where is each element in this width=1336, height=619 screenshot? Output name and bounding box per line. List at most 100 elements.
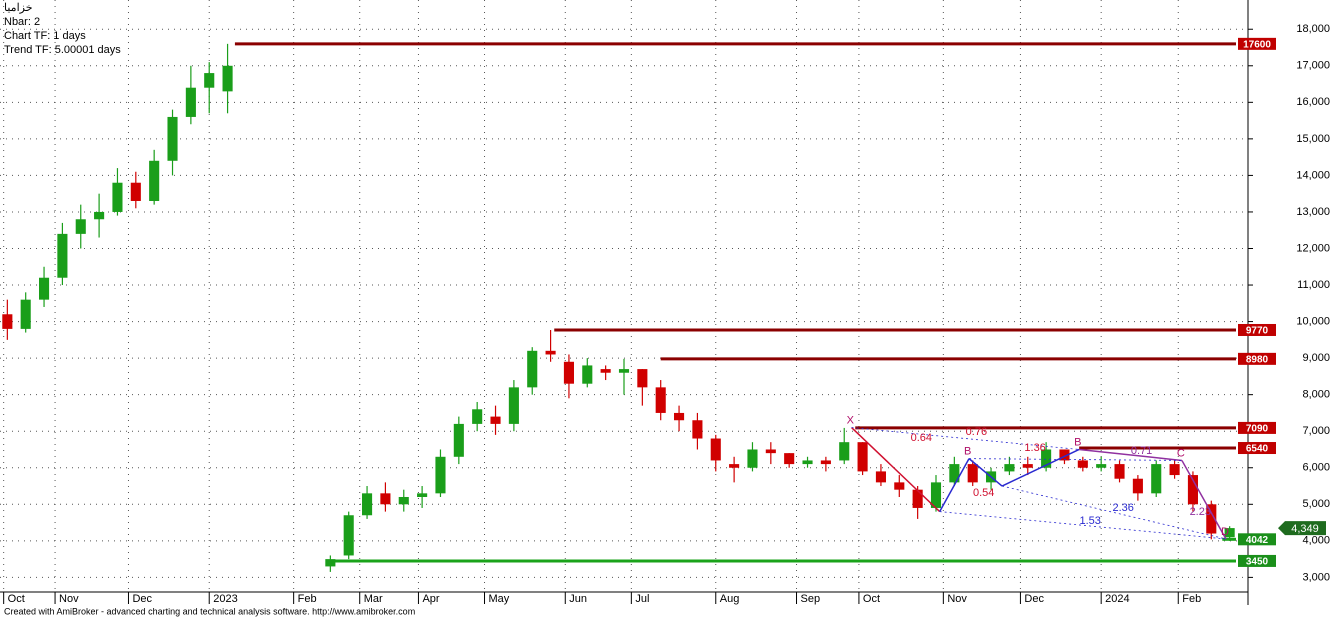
pattern-dotted: [1001, 485, 1227, 540]
candle-body: [655, 387, 666, 413]
x-tick-label: Apr: [422, 593, 439, 605]
candle-body: [1206, 504, 1217, 534]
pattern-dotted: [969, 458, 1182, 461]
x-tick-label: Dec: [132, 593, 152, 605]
y-tick-label: 6,000: [1302, 462, 1330, 474]
candle-body: [674, 412, 685, 421]
candle-body: [912, 489, 923, 508]
candle-body: [362, 493, 373, 516]
last-price-box: [1278, 521, 1326, 536]
candle-body: [1132, 478, 1143, 494]
candle-body: [167, 116, 178, 161]
ratio-label: 2.36: [1112, 502, 1133, 514]
x-tick-label: Nov: [59, 593, 79, 605]
pattern-point-label: X: [847, 414, 855, 426]
ratio-label: 1.53: [1079, 515, 1100, 527]
header-text: خزاميا: [4, 2, 33, 14]
header-text: Nbar: 2: [4, 16, 40, 28]
candle-body: [857, 442, 868, 472]
candle-body: [563, 361, 574, 384]
candle-body: [1114, 464, 1125, 479]
candle-body: [398, 496, 409, 505]
pattern-point-label: B: [964, 446, 971, 458]
level-label: 3450: [1246, 557, 1269, 568]
candle-body: [453, 423, 464, 457]
candle-body: [784, 453, 795, 465]
candle-body: [75, 219, 86, 234]
y-tick-label: 14,000: [1296, 169, 1330, 181]
candle-body: [112, 182, 123, 212]
header-text: Trend TF: 5.00001 days: [4, 44, 121, 56]
y-tick-label: 5,000: [1302, 498, 1330, 510]
ratio-label: 2.23: [1190, 506, 1211, 518]
candle-body: [710, 438, 721, 461]
level-label-box: [1238, 323, 1276, 336]
y-tick-label: 17,000: [1296, 60, 1330, 72]
candle-body: [20, 299, 31, 329]
y-tick-label: 3,000: [1302, 571, 1330, 583]
level-label: 17600: [1243, 39, 1271, 50]
y-tick-label: 9,000: [1302, 352, 1330, 364]
candle-body: [545, 350, 556, 355]
candle-body: [185, 87, 196, 117]
y-tick-label: 12,000: [1296, 242, 1330, 254]
x-tick-label: Oct: [8, 593, 25, 605]
candle-body: [729, 464, 740, 468]
candle-body: [967, 464, 978, 483]
y-tick-label: 4,000: [1302, 535, 1330, 547]
pattern-point-label: D: [1221, 526, 1229, 538]
candle-body: [435, 456, 446, 494]
candle-body: [39, 277, 50, 300]
candle-body: [949, 464, 960, 483]
x-tick-label: Jul: [635, 593, 649, 605]
x-tick-label: Oct: [863, 593, 880, 605]
pattern-line: [1181, 460, 1227, 540]
y-tick-label: 11,000: [1297, 279, 1330, 291]
candle-body: [894, 482, 905, 490]
level-label: 8980: [1246, 354, 1269, 365]
candle-body: [637, 369, 648, 388]
pattern-point-label: B: [1074, 436, 1081, 448]
candle-body: [582, 365, 593, 384]
candle-body: [527, 350, 538, 388]
candle-body: [1187, 475, 1198, 505]
x-tick-label: Mar: [364, 593, 383, 605]
pattern-point-label: C: [1177, 447, 1185, 459]
candle-body: [1151, 464, 1162, 494]
candle-body: [417, 493, 428, 497]
candle-body: [747, 449, 758, 468]
y-tick-label: 10,000: [1296, 315, 1330, 327]
y-tick-label: 18,000: [1296, 23, 1330, 35]
ratio-label: 0.64: [911, 432, 932, 444]
candle-body: [1004, 464, 1015, 472]
candle-body: [1041, 449, 1052, 468]
x-tick-label: Nov: [947, 593, 967, 605]
x-tick-label: Sep: [801, 593, 821, 605]
level-label-box: [1238, 554, 1276, 567]
pattern-line: [968, 458, 1003, 487]
y-tick-label: 8,000: [1302, 389, 1330, 401]
level-label-box: [1238, 352, 1276, 365]
candle-body: [875, 471, 886, 483]
x-tick-label: May: [489, 593, 510, 605]
x-tick-label: Dec: [1024, 593, 1044, 605]
level-label-box: [1238, 421, 1276, 434]
candle-body: [930, 482, 942, 508]
candle-body: [130, 182, 141, 201]
candle-body: [380, 493, 391, 505]
candle-body: [2, 314, 13, 329]
pattern-line: [1001, 448, 1080, 487]
y-tick-label: 16,000: [1296, 96, 1330, 108]
level-label-box: [1238, 37, 1276, 50]
candle-body: [508, 387, 519, 424]
candle-body: [222, 65, 233, 92]
pattern-line: [939, 458, 970, 512]
candle-body: [600, 369, 611, 373]
x-tick-label: Aug: [720, 593, 740, 605]
candle-body: [692, 420, 703, 439]
x-tick-label: Feb: [1182, 593, 1201, 605]
candle-body: [618, 369, 630, 373]
ratio-label: 0.76: [966, 426, 987, 438]
candle-body: [1022, 464, 1033, 468]
